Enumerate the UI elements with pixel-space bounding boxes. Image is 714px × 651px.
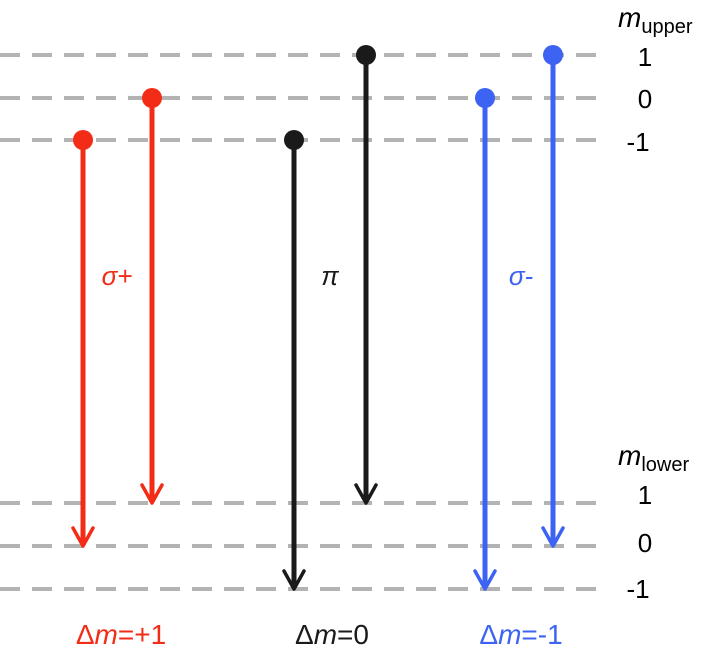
transition-arrow: [541, 45, 565, 548]
upper-level-header: mupper: [618, 2, 693, 38]
upper-state-dot: [543, 45, 563, 65]
upper-state-dot: [142, 88, 162, 108]
transition-arrow: [282, 130, 306, 591]
upper-header-subscript: upper: [641, 16, 692, 38]
lower-level-label-1: 1: [638, 480, 652, 510]
upper-level-label-1: 1: [638, 42, 652, 72]
upper-state-dot: [284, 130, 304, 150]
transition-arrows: [71, 45, 565, 591]
upper-state-dot: [356, 45, 376, 65]
delta-m-minus1-label: Δm=-1: [479, 619, 562, 650]
transition-arrow: [473, 88, 497, 591]
upper-level-label-minus1: -1: [626, 127, 649, 157]
transition-arrow: [140, 88, 164, 505]
delta-m-plus1-label: Δm=+1: [76, 619, 166, 650]
arrowhead: [140, 483, 164, 505]
lower-level-header: mlower: [618, 440, 689, 476]
arrowhead: [473, 569, 497, 591]
pi-label: π: [321, 261, 339, 291]
upper-state-dot: [475, 88, 495, 108]
upper-state-dot: [73, 130, 93, 150]
arrowhead: [541, 526, 565, 548]
upper-level-label-0: 0: [638, 84, 652, 114]
transition-arrow: [354, 45, 378, 505]
sigma-minus-label: σ-: [509, 261, 534, 291]
arrowhead: [354, 483, 378, 505]
arrowhead: [71, 526, 95, 548]
delta-m-0-label: Δm=0: [295, 619, 369, 650]
lower-header-symbol: m: [618, 440, 641, 471]
upper-header-symbol: m: [618, 2, 641, 33]
lower-level-label-minus1: -1: [626, 574, 649, 604]
arrowhead: [282, 569, 306, 591]
sigma-plus-label: σ+: [102, 261, 133, 291]
transition-arrow: [71, 130, 95, 548]
lower-level-label-0: 0: [638, 528, 652, 558]
lower-header-subscript: lower: [641, 454, 689, 476]
